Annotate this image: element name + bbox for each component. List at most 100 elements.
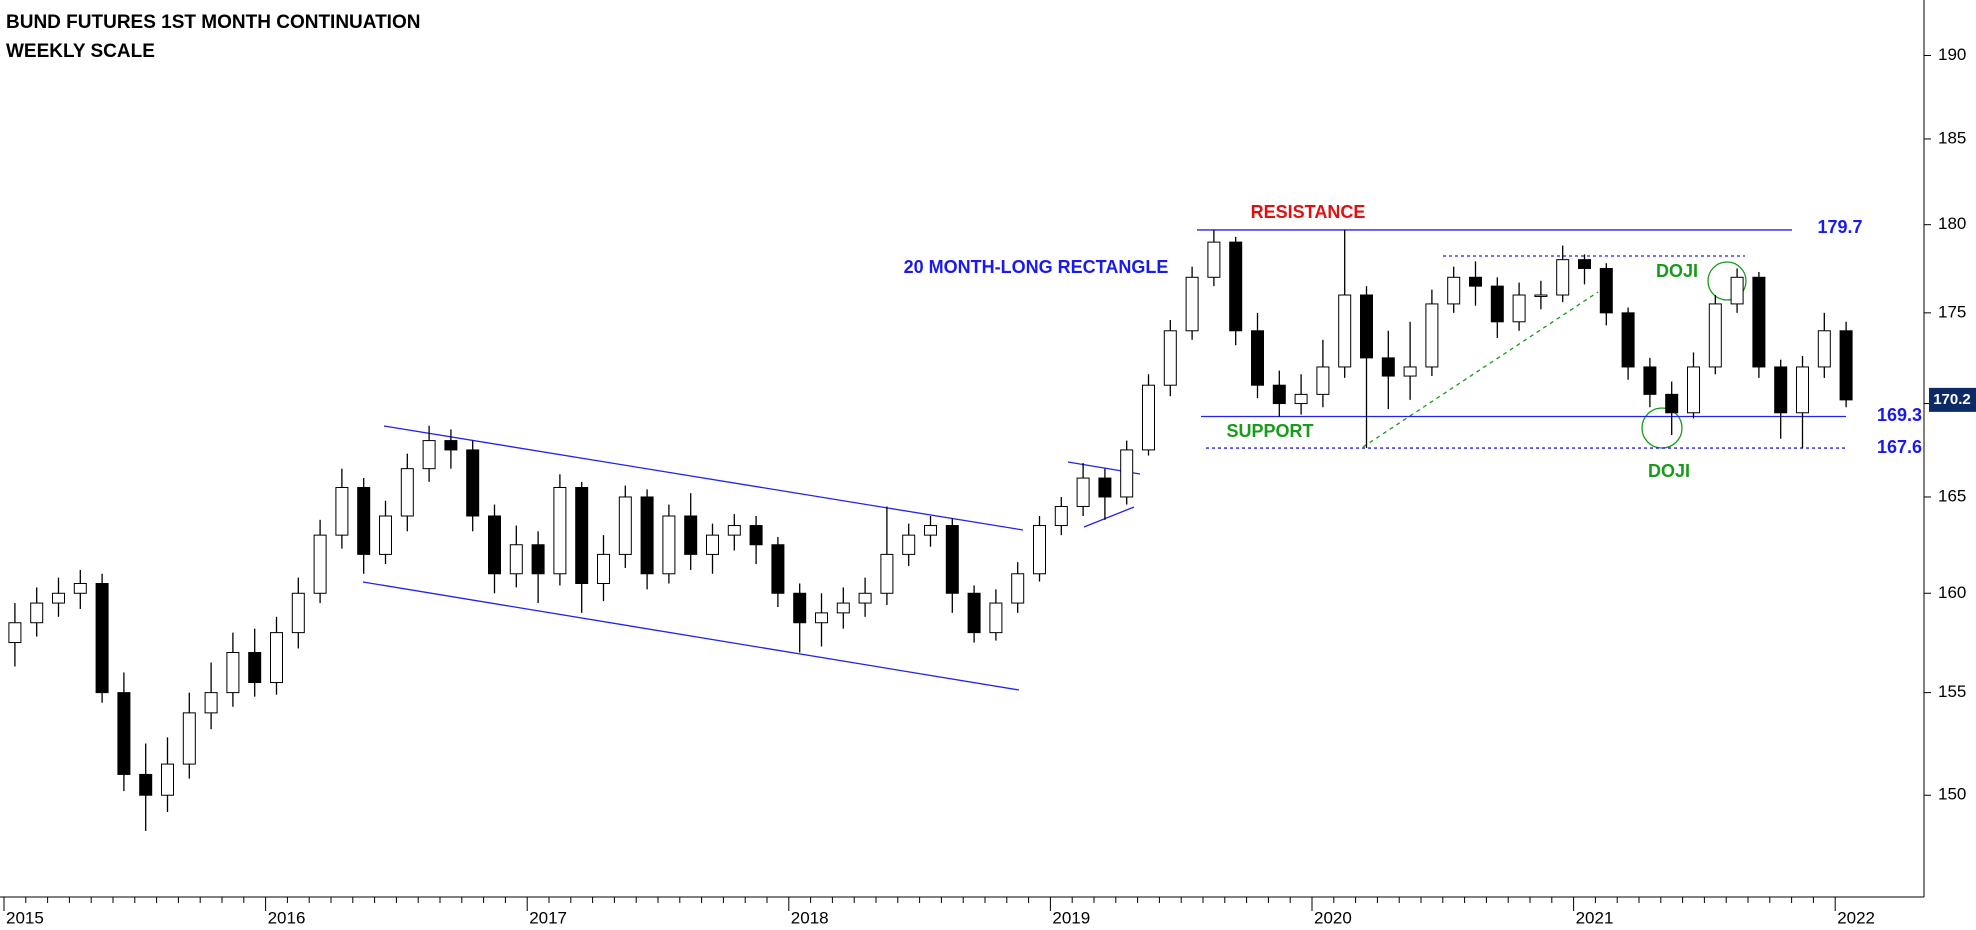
candle-body [815,612,828,624]
trend-drawings [362,255,1747,691]
resistance-label: RESISTANCE [1251,202,1366,222]
candle-body [902,534,916,555]
chart-title: BUND FUTURES 1ST MONTH CONTINUATION [6,12,420,33]
candle-body [945,525,959,594]
candle-body [182,712,196,765]
candle-body [1381,357,1395,377]
candle-body [727,525,741,536]
candle-body [1272,384,1286,405]
candle-body [161,763,174,796]
x-tick-label: 2021 [1576,908,1614,927]
candle-body [1512,294,1526,323]
candle-body [1469,276,1482,287]
candle-body [1490,285,1504,323]
y-tick-label: 155 [1938,682,1966,701]
x-tick-label: 2022 [1837,908,1875,927]
candle-body [270,632,283,684]
candle-body [1120,449,1134,498]
candle-body [1534,294,1548,298]
y-tick-label: 175 [1938,302,1966,321]
candle-body [967,592,981,634]
candle-body [226,651,240,694]
candle-body [1338,294,1352,368]
candle-body [553,487,567,575]
candle-body [1142,384,1155,451]
y-tick-label: 160 [1938,583,1966,602]
candle-body [8,622,22,644]
candle-body [1076,477,1090,507]
candle-body [509,544,523,575]
candle-body [1621,312,1635,368]
candle-body [640,496,654,575]
candle-body [139,773,153,796]
x-tick-label: 2017 [529,908,567,927]
chart-subtitle: WEEKLY SCALE [6,41,155,62]
candle-body [1599,267,1613,314]
candle-body [1098,477,1112,498]
candle-body [313,534,327,594]
x-tick-label: 2016 [268,908,306,927]
channel-upper [383,425,1024,531]
candle-body [1687,366,1700,414]
candle-body [1251,330,1264,386]
doji-circle [1707,261,1747,301]
candle-body [793,592,807,624]
candle-body [1774,366,1788,414]
candle-body [575,487,589,585]
candle-body [924,525,937,536]
candle-body [749,525,763,546]
candle-body [1360,294,1373,359]
doji-label: DOJI [1656,261,1698,281]
y-tick-label: 180 [1938,214,1966,233]
candle-body [400,468,414,517]
pattern-label: 20 MONTH-LONG RECTANGLE [904,257,1169,277]
candle-body [422,440,436,470]
candle-body [73,583,87,594]
trend-line [1362,291,1599,448]
candle-body [1730,276,1744,305]
candle-body [30,602,44,624]
candle-body [880,553,894,594]
level-label: 169.3 [1877,405,1922,425]
candle-body [989,602,1003,634]
candle-body [684,515,698,555]
candle-body [1033,525,1046,575]
candle-body [1294,393,1308,405]
candle-body [52,592,65,604]
candle-body [597,553,610,585]
candle-body [444,440,458,451]
candle-body [1011,573,1025,604]
candle-body [1578,259,1591,269]
candle-body [1643,366,1657,395]
level-label: 167.6 [1877,437,1922,457]
candle-body [117,692,131,775]
candle-body [379,515,392,555]
candle-body [1447,276,1461,305]
candle-body [1316,366,1330,395]
x-tick-label: 2015 [6,908,44,927]
candle-body [706,534,719,555]
candle-body [531,544,545,575]
candle-body [618,496,632,555]
y-tick-label: 185 [1938,128,1966,147]
x-tick-label: 2020 [1314,908,1352,927]
candle-body [836,602,850,614]
last-price-box [1929,387,1976,412]
candle-body [1403,366,1417,377]
x-tick-label: 2019 [1052,908,1090,927]
candle-body [1054,505,1068,527]
candle-body [1817,330,1831,368]
candle-body [488,515,501,575]
last-price-label: 170.2 [1933,391,1971,408]
candle-body [1425,303,1439,368]
candle-body [1185,276,1199,332]
candle-body [771,544,785,594]
channel-lower [362,581,1020,691]
candle-body [1229,241,1243,332]
x-tick-label: 2018 [791,908,829,927]
candle-body [858,592,872,604]
candle-body [357,487,371,555]
candle-body [204,692,218,714]
level-label: 179.7 [1817,217,1862,237]
